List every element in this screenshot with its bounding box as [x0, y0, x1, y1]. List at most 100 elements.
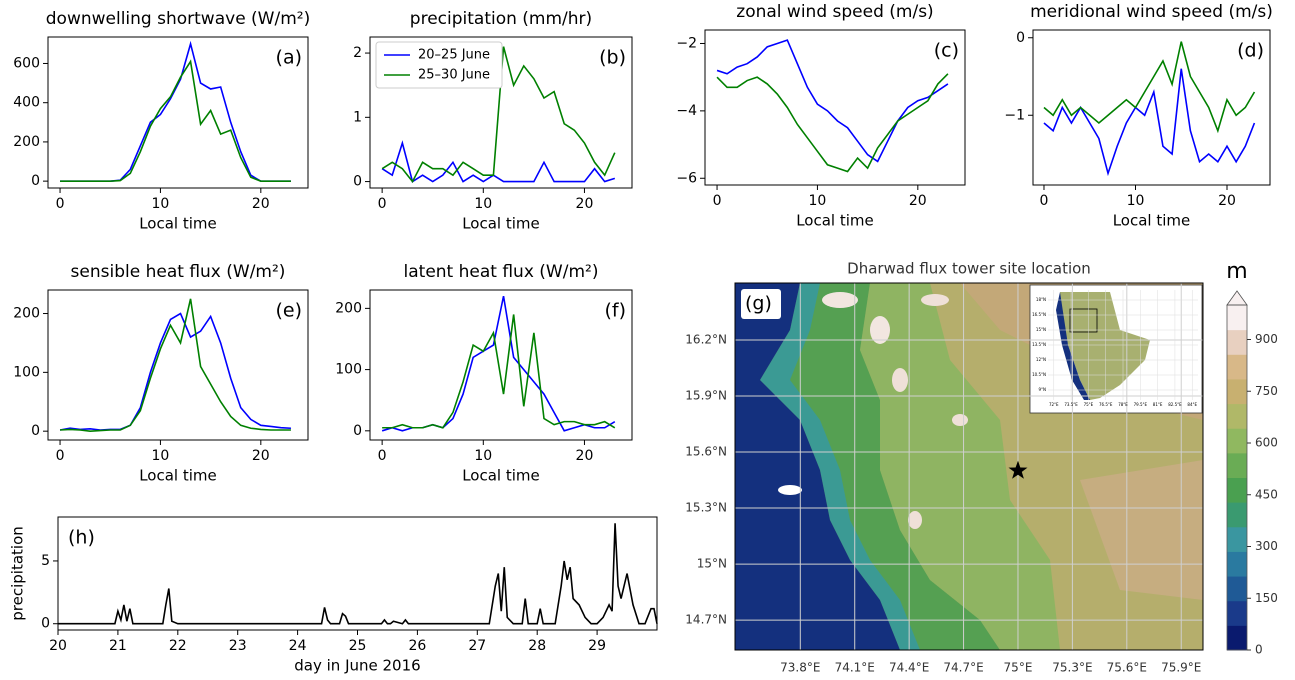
inset-x-tick-label: 82.5°E: [1168, 402, 1182, 407]
series-line: [1043, 68, 1256, 177]
x-tick-label: 22: [169, 638, 187, 654]
colorbar-band: [1227, 576, 1247, 602]
panel-label: (d): [1237, 40, 1264, 62]
colorbar-tick-label: 450: [1255, 487, 1278, 501]
colorbar-band: [1227, 452, 1247, 478]
colorbar-tick-label: 600: [1255, 436, 1278, 450]
inset-x-tick-label: 84°E: [1187, 402, 1197, 407]
chart-title: downwelling shortwave (W/m²): [46, 9, 310, 29]
x-tick-label: 73.8°E: [780, 661, 820, 675]
inset-x-tick-label: 79.5°E: [1134, 402, 1148, 407]
x-tick-label: 74.4°E: [889, 661, 929, 675]
colorbar-band: [1227, 477, 1247, 503]
colorbar-extend: [1226, 290, 1248, 306]
panel-label: (a): [276, 47, 302, 69]
y-tick-label: −6: [676, 170, 697, 186]
y-tick-label: 1: [353, 109, 362, 125]
panel-label: (c): [934, 40, 959, 62]
x-tick-label: 75°E: [1004, 661, 1033, 675]
x-tick-label: 20: [909, 193, 927, 209]
x-axis-label: Local time: [796, 212, 874, 230]
y-tick-label: 15°N: [697, 557, 727, 571]
y-tick-label: 200: [13, 134, 40, 150]
colorbar-tick-label: 300: [1255, 539, 1278, 553]
colorbar-tick-label: 750: [1255, 384, 1278, 398]
x-tick-label: 25: [349, 638, 367, 654]
chart-title: sensible heat flux (W/m²): [71, 262, 286, 282]
series-line: [381, 140, 616, 183]
colorbar-tick-label: 150: [1255, 591, 1278, 605]
x-tick-label: 0: [1040, 193, 1049, 209]
colorbar-band: [1227, 329, 1247, 355]
series-line: [716, 39, 949, 163]
panel-label: (h): [68, 527, 95, 549]
x-tick-label: 20: [1218, 193, 1236, 209]
colorbar-tick-label: 0: [1255, 643, 1263, 657]
series-line: [1043, 41, 1256, 134]
colorbar-band: [1227, 526, 1247, 552]
x-tick-label: 29: [588, 638, 606, 654]
y-tick-label: 400: [13, 95, 40, 111]
x-axis-label: Local time: [1113, 212, 1191, 230]
x-tick-label: 24: [289, 638, 307, 654]
colorbar-band: [1227, 551, 1247, 577]
chart-title: zonal wind speed (m/s): [736, 2, 933, 22]
x-tick-label: 20: [49, 638, 67, 654]
series-line: [716, 73, 949, 173]
colorbar-label: m: [1226, 259, 1247, 284]
y-tick-label: −1: [1004, 107, 1025, 123]
inset-y-tick-label: 9°N: [1038, 387, 1046, 392]
y-tick-label: 0: [1016, 30, 1025, 46]
map-frame: [734, 282, 1204, 651]
x-tick-label: 23: [229, 638, 247, 654]
x-tick-label: 21: [109, 638, 127, 654]
x-tick-label: 74.1°E: [835, 661, 875, 675]
inset-x-tick-label: 72°E: [1049, 402, 1059, 407]
x-axis-label: Local time: [462, 467, 540, 485]
plot-frame: [369, 36, 633, 189]
y-tick-label: −2: [676, 35, 697, 51]
series-line: [60, 59, 291, 182]
chart-title: meridional wind speed (m/s): [1030, 2, 1273, 22]
y-tick-label: 2: [353, 45, 362, 61]
y-tick-label: 15.6°N: [685, 445, 727, 459]
y-tick-label: 100: [13, 364, 40, 380]
legend-label: 20–25 June: [418, 48, 490, 63]
colorbar-band: [1227, 354, 1247, 380]
plot-frame: [1032, 29, 1271, 186]
inset-y-tick-label: 16.5°N: [1032, 312, 1046, 317]
x-tick-label: 75.6°E: [1107, 661, 1147, 675]
y-tick-label: 0: [41, 616, 50, 632]
inset-y-tick-label: 13.5°N: [1032, 342, 1046, 347]
x-tick-label: 20: [252, 196, 270, 212]
series-line: [60, 298, 291, 432]
x-tick-label: 20: [252, 448, 270, 464]
site-marker: [1008, 460, 1028, 479]
series-line: [59, 312, 291, 431]
x-tick-label: 0: [713, 193, 722, 209]
colorbar-band: [1227, 378, 1247, 405]
inset-x-tick-label: 78°E: [1118, 402, 1128, 407]
inset-coast: [1056, 292, 1090, 400]
x-tick-label: 0: [378, 196, 387, 212]
x-tick-label: 75.3°E: [1052, 661, 1092, 675]
y-tick-label: 16.2°N: [685, 332, 727, 346]
inset-x-tick-label: 75°E: [1084, 402, 1094, 407]
y-tick-label: 15.3°N: [685, 501, 727, 515]
x-tick-label: 28: [528, 638, 546, 654]
x-tick-label: 74.7°E: [943, 661, 983, 675]
x-tick-label: 0: [56, 196, 65, 212]
inset-y-tick-label: 12°N: [1036, 357, 1046, 362]
x-axis-label: Local time: [139, 467, 217, 485]
y-tick-label: 5: [41, 553, 50, 569]
chart-title: Dharwad flux tower site location: [847, 260, 1091, 278]
x-tick-label: 0: [56, 448, 65, 464]
series-line: [381, 46, 616, 184]
panel-label-bg: [741, 289, 781, 319]
inset-x-tick-label: 73.5°E: [1064, 402, 1078, 407]
y-tick-label: −4: [676, 103, 697, 119]
colorbar-band: [1227, 403, 1247, 429]
colorbar-frame: [1226, 304, 1248, 651]
